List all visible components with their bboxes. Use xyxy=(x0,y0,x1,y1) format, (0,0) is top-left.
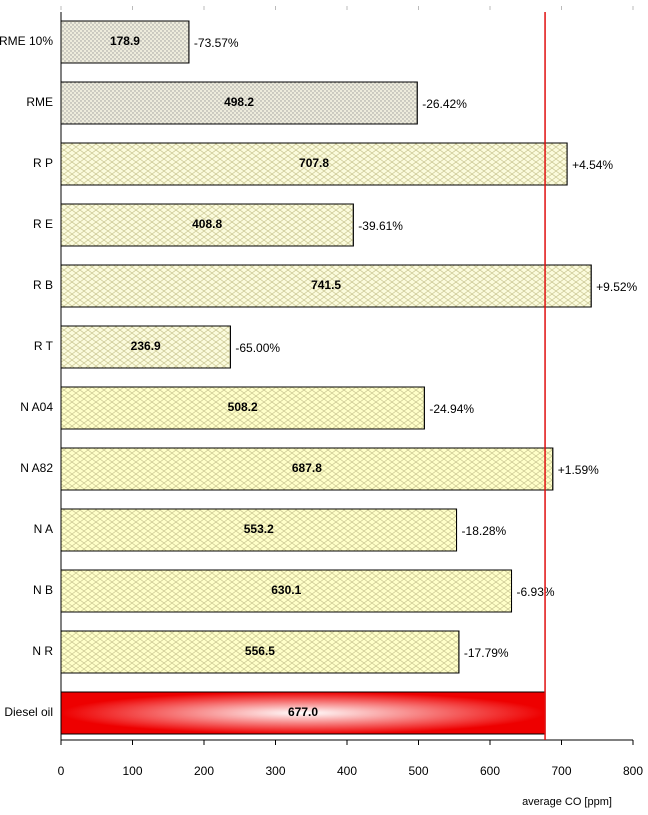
value-label: 707.8 xyxy=(299,156,329,170)
value-label: 677.0 xyxy=(288,705,318,719)
value-label: 630.1 xyxy=(271,583,301,597)
annotation: -39.61% xyxy=(358,219,403,233)
y-tick-label: RME 10% xyxy=(0,34,53,48)
y-tick-label: R E xyxy=(33,217,53,231)
bar-texture xyxy=(60,569,513,613)
bar-texture xyxy=(60,508,458,552)
annotation: -6.93% xyxy=(517,585,555,599)
x-tick-label: 600 xyxy=(480,764,500,778)
annotation: -26.42% xyxy=(422,97,467,111)
y-tick-label: N A04 xyxy=(20,400,53,414)
value-label: 178.9 xyxy=(110,34,140,48)
value-label: 408.8 xyxy=(192,217,222,231)
y-tick-label: RME xyxy=(26,95,53,109)
bar-texture xyxy=(60,264,592,308)
annotation: +1.59% xyxy=(558,463,599,477)
value-label: 553.2 xyxy=(244,522,274,536)
x-tick-label: 500 xyxy=(408,764,428,778)
x-tick-label: 800 xyxy=(623,764,643,778)
bar-texture xyxy=(60,142,568,186)
x-tick-label: 200 xyxy=(194,764,214,778)
value-label: 236.9 xyxy=(131,339,161,353)
y-tick-label: R B xyxy=(33,278,53,292)
x-axis-label: average CO [ppm] xyxy=(522,796,612,808)
x-tick-label: 100 xyxy=(122,764,142,778)
bar-texture xyxy=(60,81,418,125)
x-tick-label: 700 xyxy=(551,764,571,778)
bar xyxy=(60,691,546,735)
y-tick-label: N B xyxy=(33,583,53,597)
annotation: +9.52% xyxy=(596,280,637,294)
annotation: -18.28% xyxy=(462,524,507,538)
y-tick-label: N A82 xyxy=(20,461,53,475)
x-tick-label: 300 xyxy=(265,764,285,778)
y-tick-label: N A xyxy=(34,522,53,536)
bar-texture xyxy=(60,630,460,674)
y-tick-label: R P xyxy=(33,156,53,170)
value-label: 498.2 xyxy=(224,95,254,109)
annotation: -65.00% xyxy=(235,341,280,355)
annotation: -24.94% xyxy=(429,402,474,416)
value-label: 508.2 xyxy=(228,400,258,414)
annotation: -73.57% xyxy=(194,36,239,50)
bar-texture xyxy=(60,203,354,247)
bar-texture xyxy=(60,447,554,491)
y-tick-label: N R xyxy=(32,644,53,658)
value-label: 687.8 xyxy=(292,461,322,475)
y-tick-label: R T xyxy=(34,339,54,353)
y-tick-label: Diesel oil xyxy=(4,705,53,719)
value-label: 741.5 xyxy=(311,278,341,292)
x-tick-label: 400 xyxy=(337,764,357,778)
value-label: 556.5 xyxy=(245,644,275,658)
x-tick-label: 0 xyxy=(58,764,65,778)
annotation: -17.79% xyxy=(464,646,509,660)
bar-texture xyxy=(60,386,425,430)
annotation: +4.54% xyxy=(572,158,613,172)
bar-texture xyxy=(60,20,190,64)
bar-texture xyxy=(60,325,231,369)
